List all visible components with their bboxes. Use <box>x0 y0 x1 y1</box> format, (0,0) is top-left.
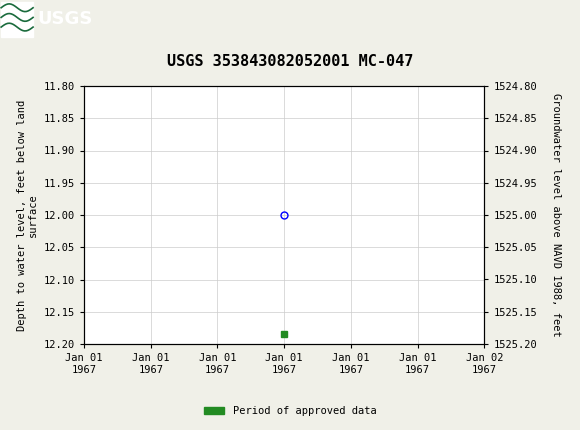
Y-axis label: Groundwater level above NAVD 1988, feet: Groundwater level above NAVD 1988, feet <box>551 93 561 337</box>
Legend: Period of approved data: Period of approved data <box>200 402 380 421</box>
Text: USGS 353843082052001 MC-047: USGS 353843082052001 MC-047 <box>167 54 413 69</box>
Y-axis label: Depth to water level, feet below land
surface: Depth to water level, feet below land su… <box>17 99 38 331</box>
FancyBboxPatch shape <box>1 2 33 37</box>
Text: USGS: USGS <box>38 10 93 28</box>
